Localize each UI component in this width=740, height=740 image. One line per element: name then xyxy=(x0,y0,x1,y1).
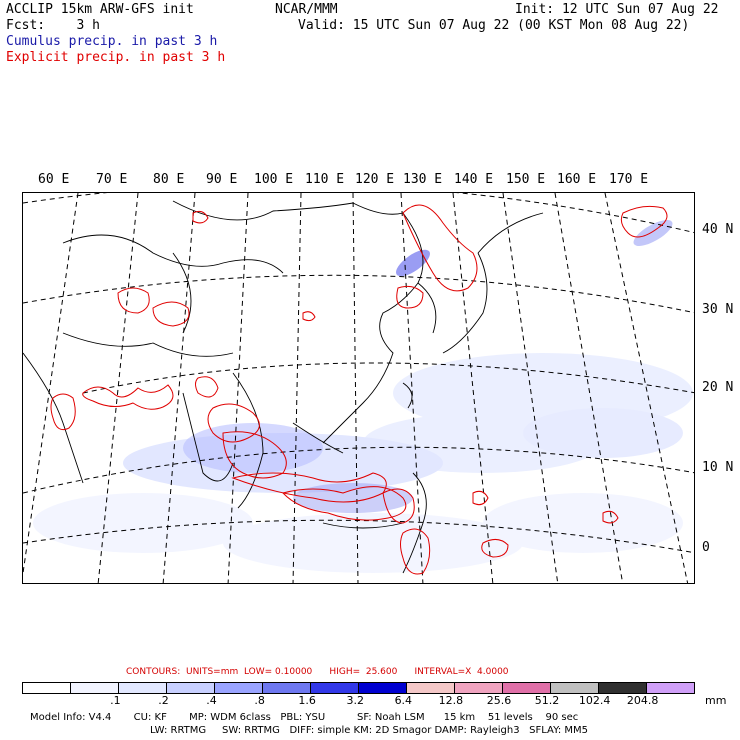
lat-label: 0 xyxy=(702,540,710,555)
colorbar-swatch xyxy=(551,683,599,693)
colorbar-swatch xyxy=(599,683,647,693)
lon-label: 150 E xyxy=(506,172,546,187)
colorbar-tick-label: 25.6 xyxy=(486,694,512,707)
lon-label: 130 E xyxy=(403,172,443,187)
colorbar-tick-label: .4 xyxy=(206,694,217,707)
valid-time: Valid: 15 UTC Sun 07 Aug 22 (00 KST Mon … xyxy=(298,18,690,33)
lon-label: 60 E xyxy=(38,172,70,187)
colorbar-swatch xyxy=(263,683,311,693)
model-info-line1: Model Info: V4.4 CU: KF MP: WDM 6class P… xyxy=(30,712,579,723)
lat-label: 30 N xyxy=(702,302,734,317)
coastlines xyxy=(23,200,544,574)
legend-cumulus: Cumulus precip. in past 3 h xyxy=(6,34,218,49)
lon-label: 120 E xyxy=(355,172,395,187)
colorbar-swatch xyxy=(215,683,263,693)
colorbar-tick-label: 3.2 xyxy=(346,694,365,707)
lat-label: 40 N xyxy=(702,222,734,237)
lon-label: 90 E xyxy=(206,172,238,187)
lon-label: 110 E xyxy=(305,172,345,187)
colorbar-swatch xyxy=(167,683,215,693)
lat-label: 20 N xyxy=(702,380,734,395)
map-canvas xyxy=(23,193,694,583)
model-info-line2: LW: RRTMG SW: RRTMG DIFF: simple KM: 2D … xyxy=(150,725,589,736)
colorbar-tick-label: 204.8 xyxy=(626,694,659,707)
explicit-precip-contours xyxy=(50,204,668,575)
lon-label: 100 E xyxy=(254,172,294,187)
lon-label: 160 E xyxy=(557,172,597,187)
colorbar-units: mm xyxy=(705,694,727,707)
lon-label: 140 E xyxy=(454,172,494,187)
init-time: Init: 12 UTC Sun 07 Aug 22 xyxy=(515,2,719,17)
forecast-hour: Fcst: 3 h xyxy=(6,18,100,33)
colorbar-tick-label: .2 xyxy=(158,694,169,707)
lon-label: 170 E xyxy=(609,172,649,187)
lon-label: 80 E xyxy=(153,172,185,187)
graticule xyxy=(23,193,694,583)
colorbar-swatch xyxy=(119,683,167,693)
colorbar-swatch xyxy=(455,683,503,693)
colorbar-swatch xyxy=(311,683,359,693)
lon-label: 70 E xyxy=(96,172,128,187)
colorbar xyxy=(22,682,695,694)
colorbar-tick-label: .1 xyxy=(110,694,121,707)
colorbar-tick-label: 6.4 xyxy=(394,694,413,707)
colorbar-tick-label: 51.2 xyxy=(534,694,560,707)
colorbar-swatch xyxy=(359,683,407,693)
contour-info: CONTOURS: UNITS=mm LOW= 0.10000 HIGH= 25… xyxy=(126,667,509,677)
colorbar-tick-label: 102.4 xyxy=(578,694,611,707)
colorbar-swatch xyxy=(503,683,551,693)
precip-map xyxy=(22,192,695,584)
colorbar-tick-label: 12.8 xyxy=(438,694,464,707)
colorbar-swatch xyxy=(407,683,455,693)
legend-explicit: Explicit precip. in past 3 h xyxy=(6,50,226,65)
colorbar-swatch xyxy=(647,683,694,693)
colorbar-swatch xyxy=(71,683,119,693)
colorbar-tick-label: .8 xyxy=(254,694,265,707)
center-label: NCAR/MMM xyxy=(275,2,338,17)
colorbar-swatch xyxy=(23,683,71,693)
lat-label: 10 N xyxy=(702,460,734,475)
cumulus-shading xyxy=(33,220,693,573)
colorbar-tick-label: 1.6 xyxy=(298,694,316,707)
run-title: ACCLIP 15km ARW-GFS init xyxy=(6,2,194,17)
